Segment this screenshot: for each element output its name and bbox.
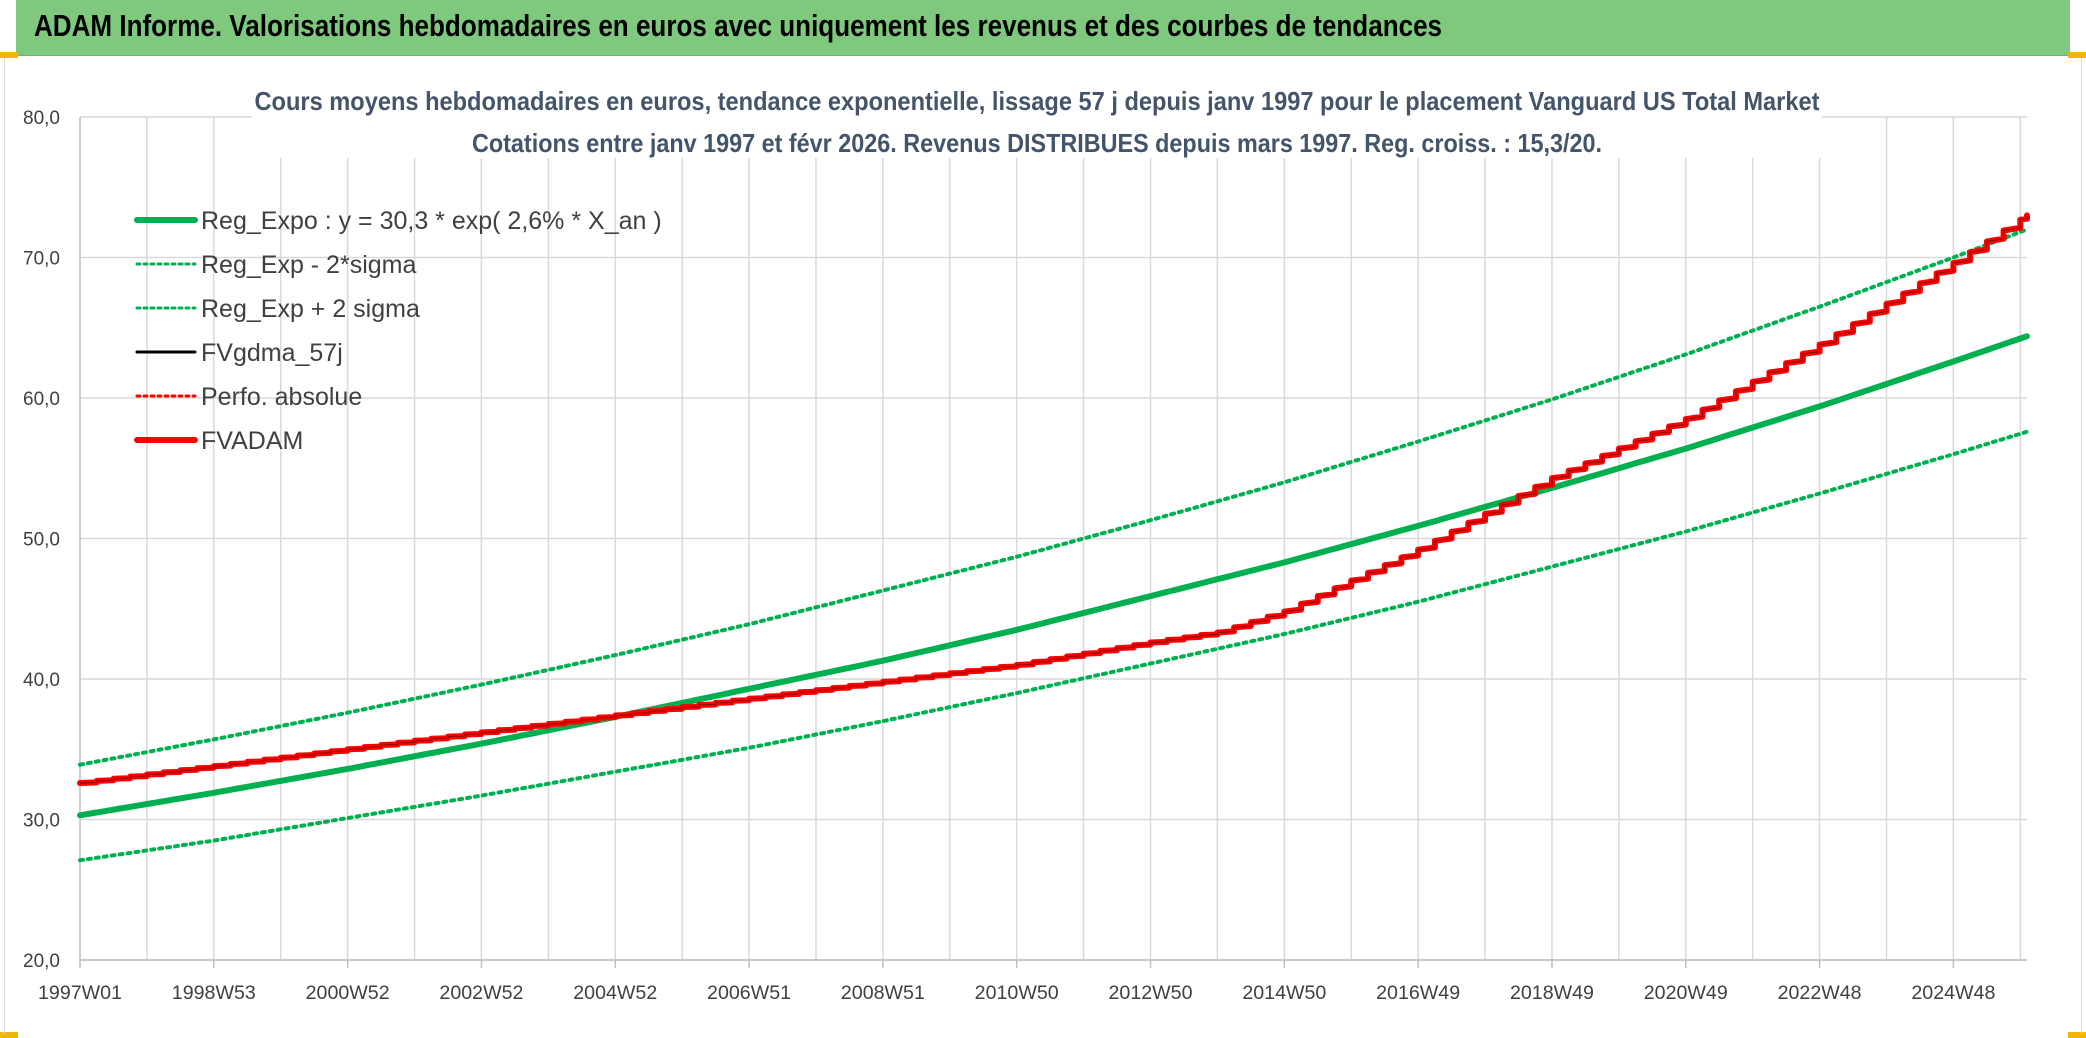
legend-label: Perfo. absolue (201, 383, 362, 411)
x-tick-label: 1998W53 (172, 983, 256, 1004)
series-line-reg-plus-2sigma (78, 227, 2029, 767)
x-tick-label: 2010W50 (975, 983, 1059, 1004)
x-tick-label: 2020W49 (1644, 983, 1728, 1004)
x-tick-label: 2014W50 (1242, 983, 1326, 1004)
x-tick-label: 2002W52 (439, 983, 523, 1004)
title-backdrop (252, 82, 1822, 158)
chart-frame (4, 58, 2082, 1034)
x-tick-label: 2004W52 (573, 983, 657, 1004)
corner-marker-bottom-right (2068, 1032, 2086, 1038)
chart-titles: Cours moyens hebdomadaires en euros, ten… (252, 82, 1822, 158)
x-tick-label: 2000W52 (306, 983, 390, 1004)
y-tick-label: 80,0 (23, 108, 60, 129)
chart-title: Cours moyens hebdomadaires en euros, ten… (255, 86, 1820, 116)
y-tick-label: 20,0 (23, 951, 60, 972)
x-tick-label: 2006W51 (707, 983, 791, 1004)
legend-label: FVgdma_57j (201, 339, 343, 367)
legend-label: Reg_Exp + 2 sigma (201, 295, 420, 323)
header-banner: ADAM Informe. Valorisations hebdomadaire… (16, 0, 2070, 56)
x-tick-label: 2024W48 (1911, 983, 1995, 1004)
legend-label: FVADAM (201, 427, 303, 455)
series (77, 212, 2030, 863)
corner-marker-top-left (0, 52, 18, 58)
corner-marker-bottom-left (0, 1032, 18, 1038)
axes: 20,0 30,0 40,0 50,0 60,0 70,0 80,0 1997W01 1998W… (23, 108, 2027, 1004)
corner-marker-top-right (2068, 52, 2086, 58)
y-tick-label: 30,0 (23, 811, 60, 832)
x-tick-label: 2018W49 (1510, 983, 1594, 1004)
y-tick-label: 60,0 (23, 389, 60, 410)
y-tick-label: 70,0 (23, 249, 60, 270)
chart-subtitle: Cotations entre janv 1997 et févr 2026. … (472, 128, 1602, 158)
series-line-reg-expo (77, 333, 2030, 819)
legend-label: Reg_Expo : y = 30,3 * exp( 2,6% * X_an ) (201, 207, 662, 235)
x-tick-label: 1997W01 (38, 983, 122, 1004)
x-tick-label: 2016W49 (1376, 983, 1460, 1004)
y-tick-label: 40,0 (23, 670, 60, 691)
x-tick-label: 2022W48 (1778, 983, 1862, 1004)
gridlines (80, 116, 2027, 961)
x-tick-label: 2012W50 (1109, 983, 1193, 1004)
page-title: ADAM Informe. Valorisations hebdomadaire… (34, 8, 1443, 43)
legend-label: Reg_Exp - 2*sigma (201, 251, 416, 279)
series-line-reg-minus-2sigma (78, 429, 2029, 863)
x-tick-label: 2008W51 (841, 983, 925, 1004)
legend: Reg_Expo : y = 30,3 * exp( 2,6% * X_an )… (134, 207, 662, 455)
series-line-fvgdma-overlay (79, 215, 2028, 784)
y-tick-label: 50,0 (23, 530, 60, 551)
